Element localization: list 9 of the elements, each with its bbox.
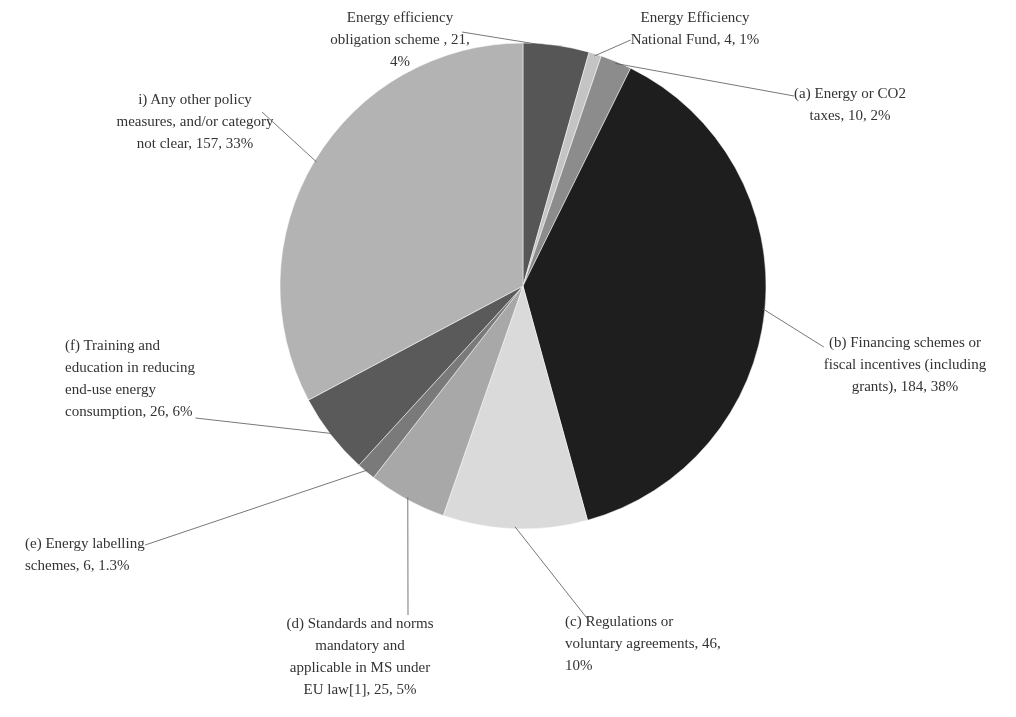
slice-label: (b) Financing schemes or fiscal incentives (including grants), 184, 38% <box>823 334 987 395</box>
slice-label: (e) Energy labelling schemes, 6, 1.3% <box>25 535 146 573</box>
slice-label: Energy efficiency obligation scheme , 21, 4% <box>330 9 470 69</box>
slice-label: i) Any other policy measures, and/or category not clear, 157, 33% <box>116 91 274 151</box>
slice-label: (f) Training and education in reducing end-use energy consumption, 26, 6% <box>65 337 196 419</box>
slice-label: (d) Standards and norms mandatory and applicable in MS under EU law[1], 25, 5% <box>286 615 434 697</box>
slice-label: (a) Energy or CO2 taxes, 10, 2% <box>794 85 906 123</box>
slice-label: Energy Efficiency National Fund, 4, 1% <box>630 9 760 47</box>
slice-label: (c) Regulations or voluntary agreements, 46, 10% <box>565 613 721 673</box>
